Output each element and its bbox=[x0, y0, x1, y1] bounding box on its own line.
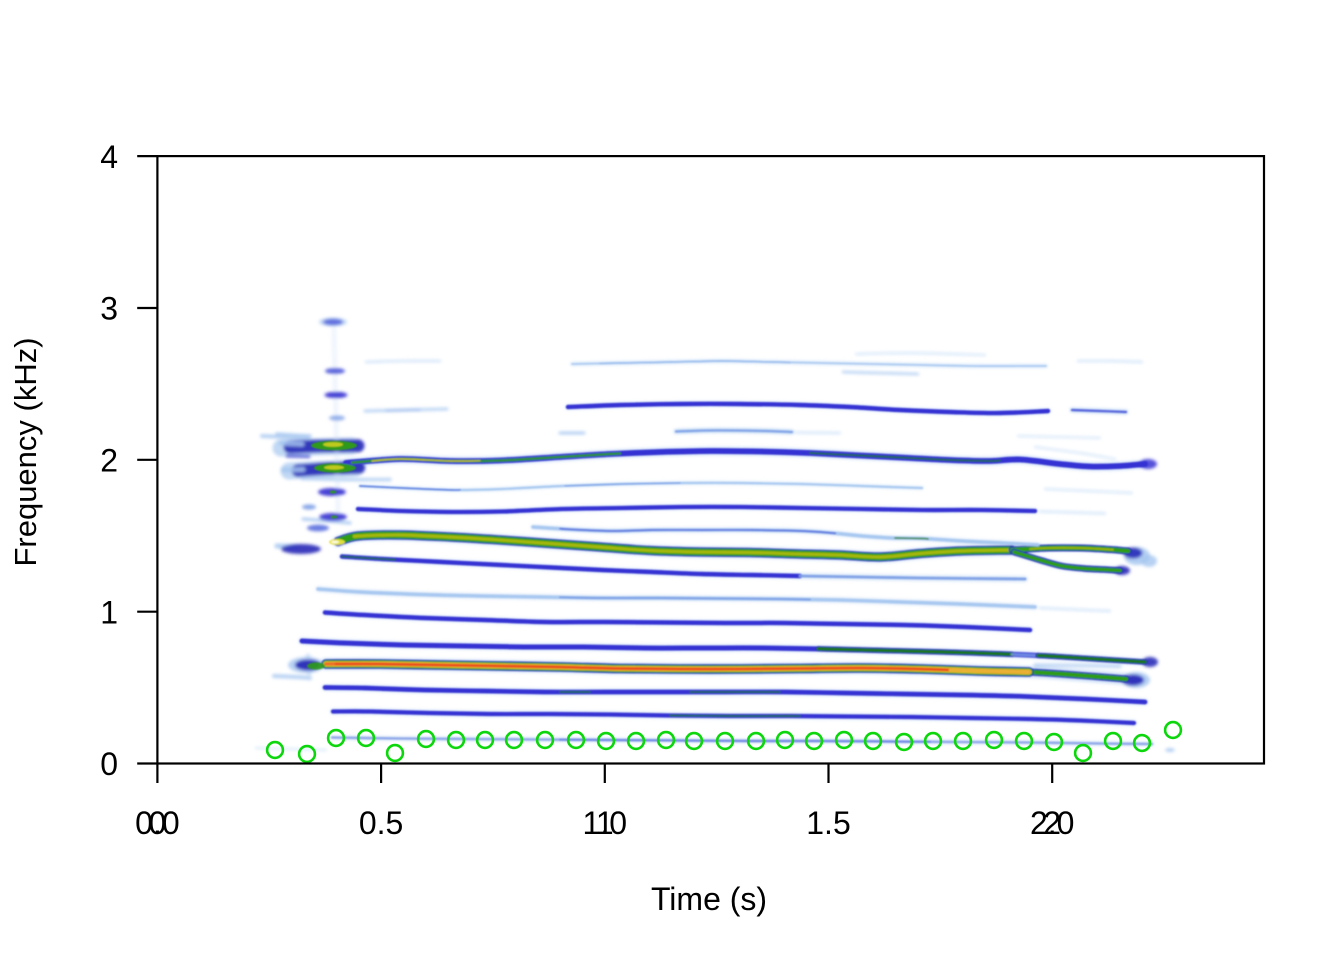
svg-text:3: 3 bbox=[100, 291, 118, 327]
svg-text:Time (s): Time (s) bbox=[651, 881, 767, 917]
svg-text:1: 1 bbox=[100, 594, 118, 630]
svg-text:2: 2 bbox=[100, 443, 118, 479]
svg-text:Frequency (kHz): Frequency (kHz) bbox=[8, 337, 43, 566]
svg-text:0: 0 bbox=[100, 746, 118, 782]
svg-text:2: 2 bbox=[1043, 805, 1061, 841]
svg-text:4: 4 bbox=[100, 139, 118, 175]
svg-text:0: 0 bbox=[149, 805, 167, 841]
svg-text:2.0: 2.0 bbox=[1030, 805, 1074, 841]
svg-text:1: 1 bbox=[596, 805, 614, 841]
svg-text:0.5: 0.5 bbox=[359, 805, 403, 841]
svg-text:1.0: 1.0 bbox=[583, 805, 627, 841]
svg-text:1.5: 1.5 bbox=[806, 805, 850, 841]
svg-text:0.0: 0.0 bbox=[135, 805, 179, 841]
